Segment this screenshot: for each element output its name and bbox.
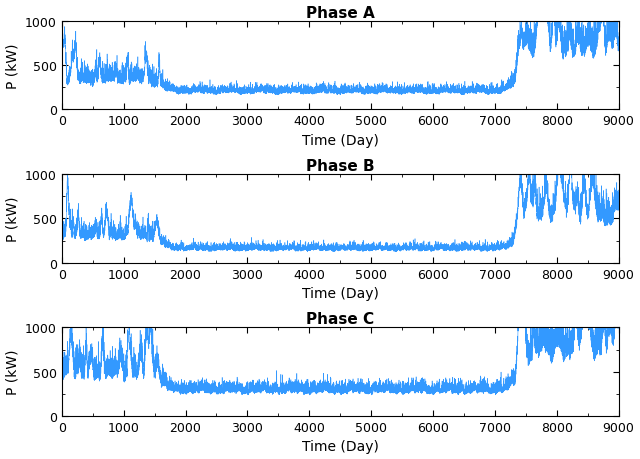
X-axis label: Time (Day): Time (Day) [301, 286, 379, 301]
Title: Phase B: Phase B [306, 158, 374, 174]
Title: Phase A: Phase A [306, 6, 374, 21]
Y-axis label: P (kW): P (kW) [6, 43, 20, 89]
X-axis label: Time (Day): Time (Day) [301, 134, 379, 147]
Y-axis label: P (kW): P (kW) [6, 349, 20, 395]
X-axis label: Time (Day): Time (Day) [301, 439, 379, 453]
Title: Phase C: Phase C [306, 312, 374, 326]
Y-axis label: P (kW): P (kW) [6, 196, 20, 241]
